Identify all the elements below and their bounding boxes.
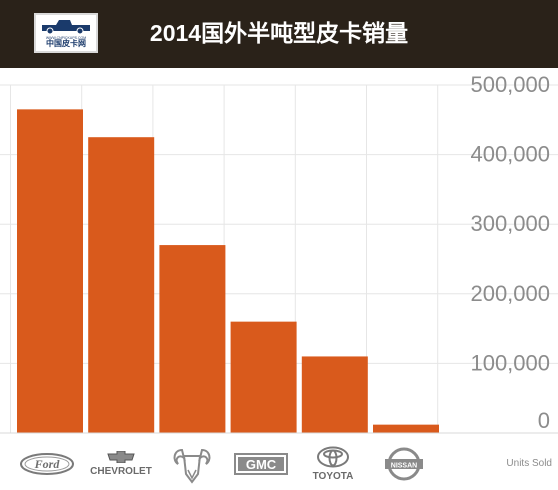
svg-text:NISSAN: NISSAN [391,463,417,470]
bar-ford [17,109,83,434]
logo-text: 中国皮卡网 [46,39,86,48]
brand-ford: Ford [14,438,80,490]
page-title: 2014国外半吨型皮卡销量 [149,20,409,46]
y-tick-label: 200,000 [470,281,550,306]
bar-toyota [301,356,368,433]
y-tick-label: 100,000 [470,350,550,375]
svg-text:TOYOTA: TOYOTA [313,471,354,482]
bar-ram [159,245,226,433]
units-label: Units Sold [506,458,552,469]
y-tick-label: 300,000 [470,211,550,236]
brand-gmc: GMC [228,438,294,490]
chevrolet-wordmark: CHEVROLET [90,466,152,477]
svg-text:GMC: GMC [246,457,277,472]
y-tick-label: 400,000 [470,142,550,167]
brand-chevrolet: CHEVROLET [86,438,156,490]
brand-toyota: TOYOTA [298,438,368,490]
header-bar: WWW.CNPICKUPS.COM 中国皮卡网 2014国外半吨型皮卡销量 [0,0,558,68]
brand-logos-row: Ford CHEVROLET GMC TOYOTA [0,438,558,490]
brand-ram [160,438,224,490]
svg-text:CHEVROLET: CHEVROLET [90,466,152,477]
toyota-wordmark: TOYOTA [313,471,354,482]
brand-nissan: NISSAN [372,438,436,490]
y-tick-label: 0 [538,408,550,433]
toyota-emblem-icon [317,446,349,468]
bar-chart: 0 100,000 200,000 300,000 400,000 500,000 [0,72,558,434]
ford-logo-icon: Ford [20,453,74,475]
svg-text:Ford: Ford [34,457,61,471]
chevrolet-bowtie-icon [107,451,135,463]
bar-chevrolet [88,137,155,433]
site-logo[interactable]: WWW.CNPICKUPS.COM 中国皮卡网 [34,13,98,53]
pickup-truck-icon [42,20,90,35]
logo-url: WWW.CNPICKUPS.COM [45,36,87,40]
nissan-emblem-icon: NISSAN [385,447,423,481]
ram-head-icon [173,448,211,484]
y-tick-label: 500,000 [470,72,550,97]
gmc-logo-icon: GMC [234,453,288,475]
bar-nissan [373,424,439,433]
bar-gmc [230,321,297,433]
